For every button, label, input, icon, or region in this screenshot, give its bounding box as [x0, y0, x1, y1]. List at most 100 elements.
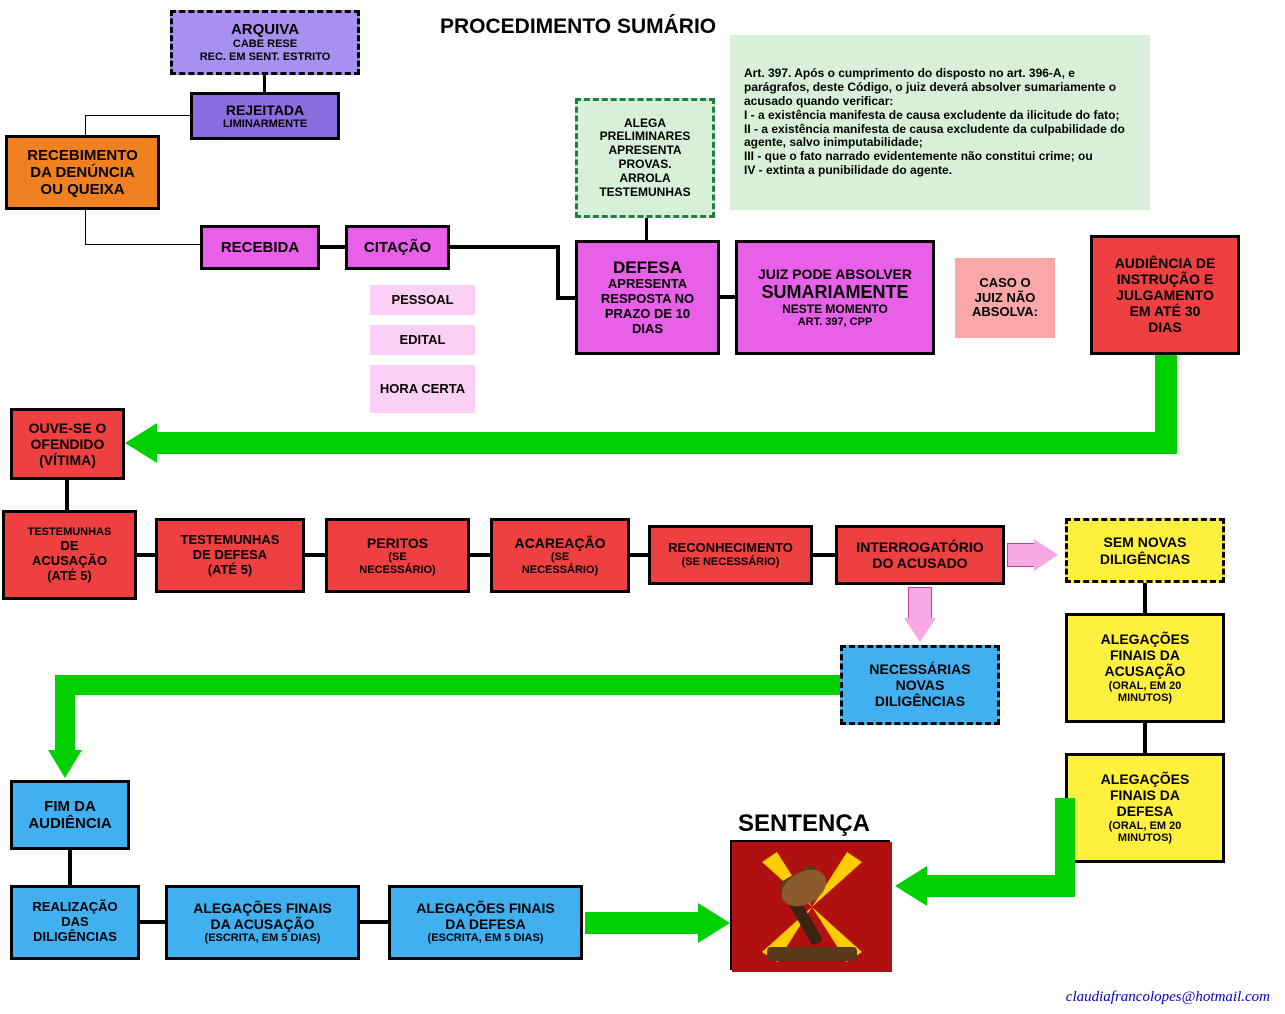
box-aleg-def-esc: ALEGAÇÕES FINAIS DA DEFESA (ESCRITA, EM … — [388, 885, 583, 960]
text: ALEGAÇÕES FINAIS — [416, 900, 554, 916]
box-interrogatorio: INTERROGATÓRIO DO ACUSADO — [835, 525, 1005, 585]
box-citacao: CITAÇÃO — [345, 225, 450, 270]
green-arrow — [55, 675, 75, 755]
box-ouvese: OUVE-SE O OFENDIDO (VÍTIMA) — [10, 408, 125, 480]
box-fim-audiencia: FIM DA AUDIÊNCIA — [10, 780, 130, 850]
green-arrow-head — [125, 423, 157, 463]
text: INSTRUÇÃO E — [1117, 271, 1213, 287]
text: CITAÇÃO — [364, 239, 431, 256]
box-hora-certa: HORA CERTA — [370, 365, 475, 413]
connector — [85, 115, 190, 135]
text: DIAS — [1148, 319, 1181, 335]
text: EM ATÉ 30 — [1130, 303, 1201, 319]
text: APRESENTA — [608, 144, 681, 158]
box-juiz-absolver: JUIZ PODE ABSOLVER SUMARIAMENTE NESTE MO… — [735, 240, 935, 355]
text: INTERROGATÓRIO — [856, 539, 983, 555]
green-arrow — [70, 675, 840, 695]
text: (ATÉ 5) — [47, 569, 92, 584]
box-rejeitada: REJEITADA LIMINARMENTE — [190, 92, 340, 140]
box-audiencia: AUDIÊNCIA DE INSTRUÇÃO E JULGAMENTO EM A… — [1090, 235, 1240, 355]
text: OUVE-SE O — [29, 420, 107, 436]
text: JULGAMENTO — [1116, 287, 1214, 303]
text: NECESSÁRIO) — [522, 564, 598, 577]
text: OU QUEIXA — [40, 181, 124, 198]
text: RECONHECIMENTO — [668, 541, 793, 556]
box-aleg-acus-esc: ALEGAÇÕES FINAIS DA ACUSAÇÃO (ESCRITA, E… — [165, 885, 360, 960]
box-reconhecimento: RECONHECIMENTO (SE NECESSÁRIO) — [648, 525, 813, 585]
text: LIMINARMENTE — [223, 118, 307, 131]
text: SUMARIAMENTE — [762, 282, 909, 303]
connector — [1143, 583, 1147, 613]
text: (ESCRITA, EM 5 DIAS) — [205, 932, 321, 945]
connector — [65, 480, 69, 510]
green-arrow-head — [698, 903, 730, 943]
pink-arrow-head — [904, 618, 936, 642]
text: DILIGÊNCIAS — [875, 693, 965, 709]
text: TESTEMUNHAS — [599, 186, 690, 200]
green-arrow — [585, 912, 700, 934]
box-alega: ALEGA PRELIMINARES APRESENTA PROVAS. ARR… — [575, 98, 715, 218]
connector — [85, 210, 200, 245]
text: JUIZ NÃO — [975, 291, 1036, 306]
text: NOVAS — [896, 677, 945, 693]
connector — [470, 553, 490, 557]
connector — [320, 245, 345, 249]
text: APRESENTA — [608, 277, 687, 292]
connector — [140, 920, 165, 924]
text: CABE RESE — [233, 38, 297, 51]
box-acareacao: ACAREAÇÃO (SE NECESSÁRIO) — [490, 518, 630, 593]
text: (ESCRITA, EM 5 DIAS) — [428, 932, 544, 945]
box-pessoal: PESSOAL — [370, 285, 475, 315]
text: ARROLA — [619, 172, 670, 186]
text: FINAIS DA — [1110, 787, 1180, 803]
box-arquiva: ARQUIVA CABE RESE REC. EM SENT. ESTRITO — [170, 10, 360, 75]
box-recebimento: RECEBIMENTO DA DENÚNCIA OU QUEIXA — [5, 135, 160, 210]
box-aleg-acus-oral: ALEGAÇÕES FINAIS DA ACUSAÇÃO (ORAL, EM 2… — [1065, 613, 1225, 723]
text: DE — [60, 539, 78, 554]
text: HORA CERTA — [380, 382, 465, 397]
text: (SE — [551, 551, 569, 564]
connector — [263, 75, 266, 92]
text: MINUTOS) — [1118, 692, 1172, 705]
page-title: PROCEDIMENTO SUMÁRIO — [440, 15, 716, 39]
box-edital: EDITAL — [370, 325, 475, 355]
box-necessarias: NECESSÁRIAS NOVAS DILIGÊNCIAS — [840, 645, 1000, 725]
text: (SE — [388, 551, 406, 564]
text: PROVAS. — [618, 158, 671, 172]
green-arrow-head — [895, 866, 927, 906]
text: DEFESA — [613, 258, 682, 278]
connector — [630, 553, 648, 557]
text: FINAIS DA — [1110, 647, 1180, 663]
text: REALIZAÇÃO — [32, 900, 117, 915]
text: ALEGAÇÕES — [1101, 771, 1190, 787]
text: DA DEFESA — [445, 916, 525, 932]
sentenca-image — [730, 840, 890, 970]
pink-arrow — [908, 587, 932, 619]
text: REC. EM SENT. ESTRITO — [200, 51, 331, 64]
green-arrow-head — [48, 750, 82, 778]
box-test-acusacao: TESTEMUNHAS DE ACUSAÇÃO (ATÉ 5) — [2, 510, 137, 600]
box-peritos: PERITOS (SE NECESSÁRIO) — [325, 518, 470, 593]
text: (VÍTIMA) — [39, 452, 96, 468]
connector — [556, 296, 576, 300]
green-arrow — [1055, 798, 1075, 897]
text: NESTE MOMENTO — [782, 303, 888, 317]
text: DA ACUSAÇÃO — [211, 916, 315, 932]
text: RECEBIMENTO — [27, 147, 138, 164]
text: DILIGÊNCIAS — [33, 930, 117, 945]
sentenca-label: SENTENÇA — [738, 810, 870, 838]
text: EDITAL — [400, 333, 446, 348]
text: FIM DA — [44, 798, 96, 815]
text: ACAREAÇÃO — [515, 535, 606, 551]
text: DO ACUSADO — [872, 555, 967, 571]
connector — [450, 245, 560, 249]
text: NECESSÁRIO) — [359, 564, 435, 577]
text: ARQUIVA — [231, 21, 299, 38]
text: DIAS — [632, 322, 663, 337]
text: TESTEMUNHAS — [28, 526, 112, 539]
green-arrow — [155, 432, 1177, 454]
text: (ATÉ 5) — [208, 563, 253, 578]
box-aleg-def-oral: ALEGAÇÕES FINAIS DA DEFESA (ORAL, EM 20 … — [1065, 753, 1225, 863]
box-recebida: RECEBIDA — [200, 225, 320, 270]
text: REJEITADA — [226, 102, 304, 118]
